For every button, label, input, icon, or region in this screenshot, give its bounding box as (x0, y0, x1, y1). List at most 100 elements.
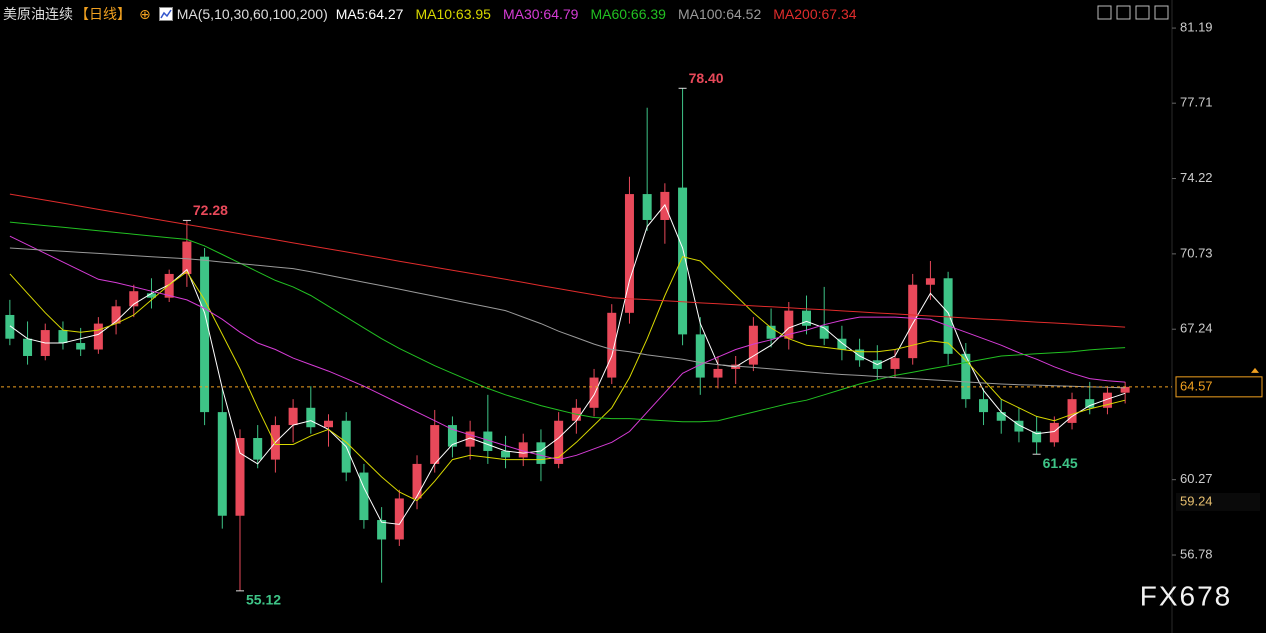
ma-line (9, 221, 1126, 423)
toolbar (1097, 5, 1169, 20)
extreme-label: 72.28 (193, 202, 228, 218)
last-price-marker (1251, 367, 1259, 373)
candle-body (943, 278, 953, 354)
legend-entry: MA10:63.95 (415, 6, 491, 22)
extreme-label: 55.12 (246, 592, 281, 608)
ma-line (9, 247, 1126, 389)
candle-body (1067, 399, 1077, 423)
legend-entry: MA5:64.27 (335, 6, 404, 22)
candle-body (748, 325, 758, 365)
candle-body (713, 368, 723, 378)
candle-body (200, 256, 210, 413)
legend: MA5:64.27 MA10:63.95 MA30:64.79 MA60:66.39 M… (336, 6, 869, 22)
legend-entry: MA30:64.79 (502, 6, 579, 22)
candle-body (678, 187, 688, 335)
candle-body (359, 472, 369, 521)
candle-body (979, 399, 989, 413)
candle-body (253, 438, 263, 460)
candle-body (394, 498, 404, 540)
period-label[interactable]: 【日线】 (75, 6, 131, 22)
candle-body (164, 273, 174, 298)
y-tick-label: 77.71 (1180, 95, 1213, 110)
ma-line (9, 256, 1126, 502)
candle-body (129, 291, 139, 307)
candle-body (1032, 431, 1042, 443)
candle-body (837, 338, 847, 350)
add-icon[interactable]: ⊕ (139, 5, 151, 22)
y-tick-label: 56.78 (1180, 546, 1213, 561)
extreme-label: 61.45 (1043, 455, 1078, 471)
candle-body (412, 463, 422, 499)
ma-line (9, 235, 1126, 461)
candle-body (1085, 399, 1095, 408)
candle-body (855, 349, 865, 361)
candle-body (58, 330, 68, 344)
candle-body (996, 412, 1006, 421)
ma-line (9, 193, 1126, 328)
candle-body (1120, 386, 1130, 393)
candle-body (447, 425, 457, 447)
header: 美原油连续 【日线】 ⊕ MA(5,10,30,60,100,200) MA5:… (3, 4, 877, 24)
candle-body (908, 284, 918, 359)
y-tick-label: 60.27 (1180, 471, 1213, 486)
candle-body (306, 407, 316, 428)
legend-entry: MA100:64.52 (677, 6, 762, 22)
candle-body (1049, 422, 1059, 443)
candle-body (1014, 420, 1024, 432)
candle-body (217, 412, 227, 516)
candle-body (766, 325, 776, 339)
toolbar-button[interactable] (1116, 5, 1131, 20)
y-tick-label: 81.19 (1180, 20, 1213, 35)
candle-body (890, 358, 900, 369)
toolbar-button[interactable] (1154, 5, 1169, 20)
candle-body (465, 431, 475, 447)
candle-body (695, 334, 705, 378)
watermark: FX678 (1140, 580, 1233, 611)
candle-body (5, 314, 15, 339)
candle-body (501, 450, 511, 458)
candle-body (554, 420, 564, 464)
candle-body (182, 241, 192, 274)
candle-body (607, 312, 617, 378)
toolbar-button[interactable] (1135, 5, 1150, 20)
plot (5, 88, 1130, 591)
candle-body (288, 407, 298, 426)
price-marker-label: 59.24 (1180, 493, 1213, 508)
candle-body (801, 310, 811, 326)
candle-body (624, 194, 634, 313)
candle-body (111, 306, 121, 324)
candle-body (235, 438, 245, 516)
candle-body (518, 442, 528, 458)
y-tick-label: 74.22 (1180, 170, 1213, 185)
candle-body (589, 377, 599, 408)
candle-body (76, 343, 86, 350)
candle-body (961, 353, 971, 400)
candle-body (1102, 392, 1112, 408)
instrument-title: 美原油连续 (3, 6, 73, 22)
last-price-box (1175, 376, 1263, 398)
legend-entry: MA200:67.34 (773, 6, 857, 22)
candle-body (925, 278, 935, 285)
indicator-icon[interactable] (158, 7, 173, 21)
price-marker-box (1176, 492, 1260, 511)
candle-body (430, 425, 440, 464)
last-price-label: 64.57 (1180, 378, 1213, 393)
candle-body (324, 420, 334, 428)
y-tick-label: 70.73 (1180, 245, 1213, 260)
candle-body (93, 323, 103, 350)
candle-body (536, 442, 546, 464)
extreme-label: 78.40 (689, 70, 724, 86)
candle-body (23, 338, 33, 356)
toolbar-button[interactable] (1097, 5, 1112, 20)
candle-body (819, 325, 829, 339)
ma-label: MA(5,10,30,60,100,200) (176, 6, 328, 22)
ma-line (9, 203, 1126, 525)
y-tick-label: 67.24 (1180, 321, 1213, 336)
candle-body (784, 310, 794, 339)
candle-body (377, 520, 387, 540)
candle-body (483, 431, 493, 451)
candle-body (642, 194, 652, 220)
